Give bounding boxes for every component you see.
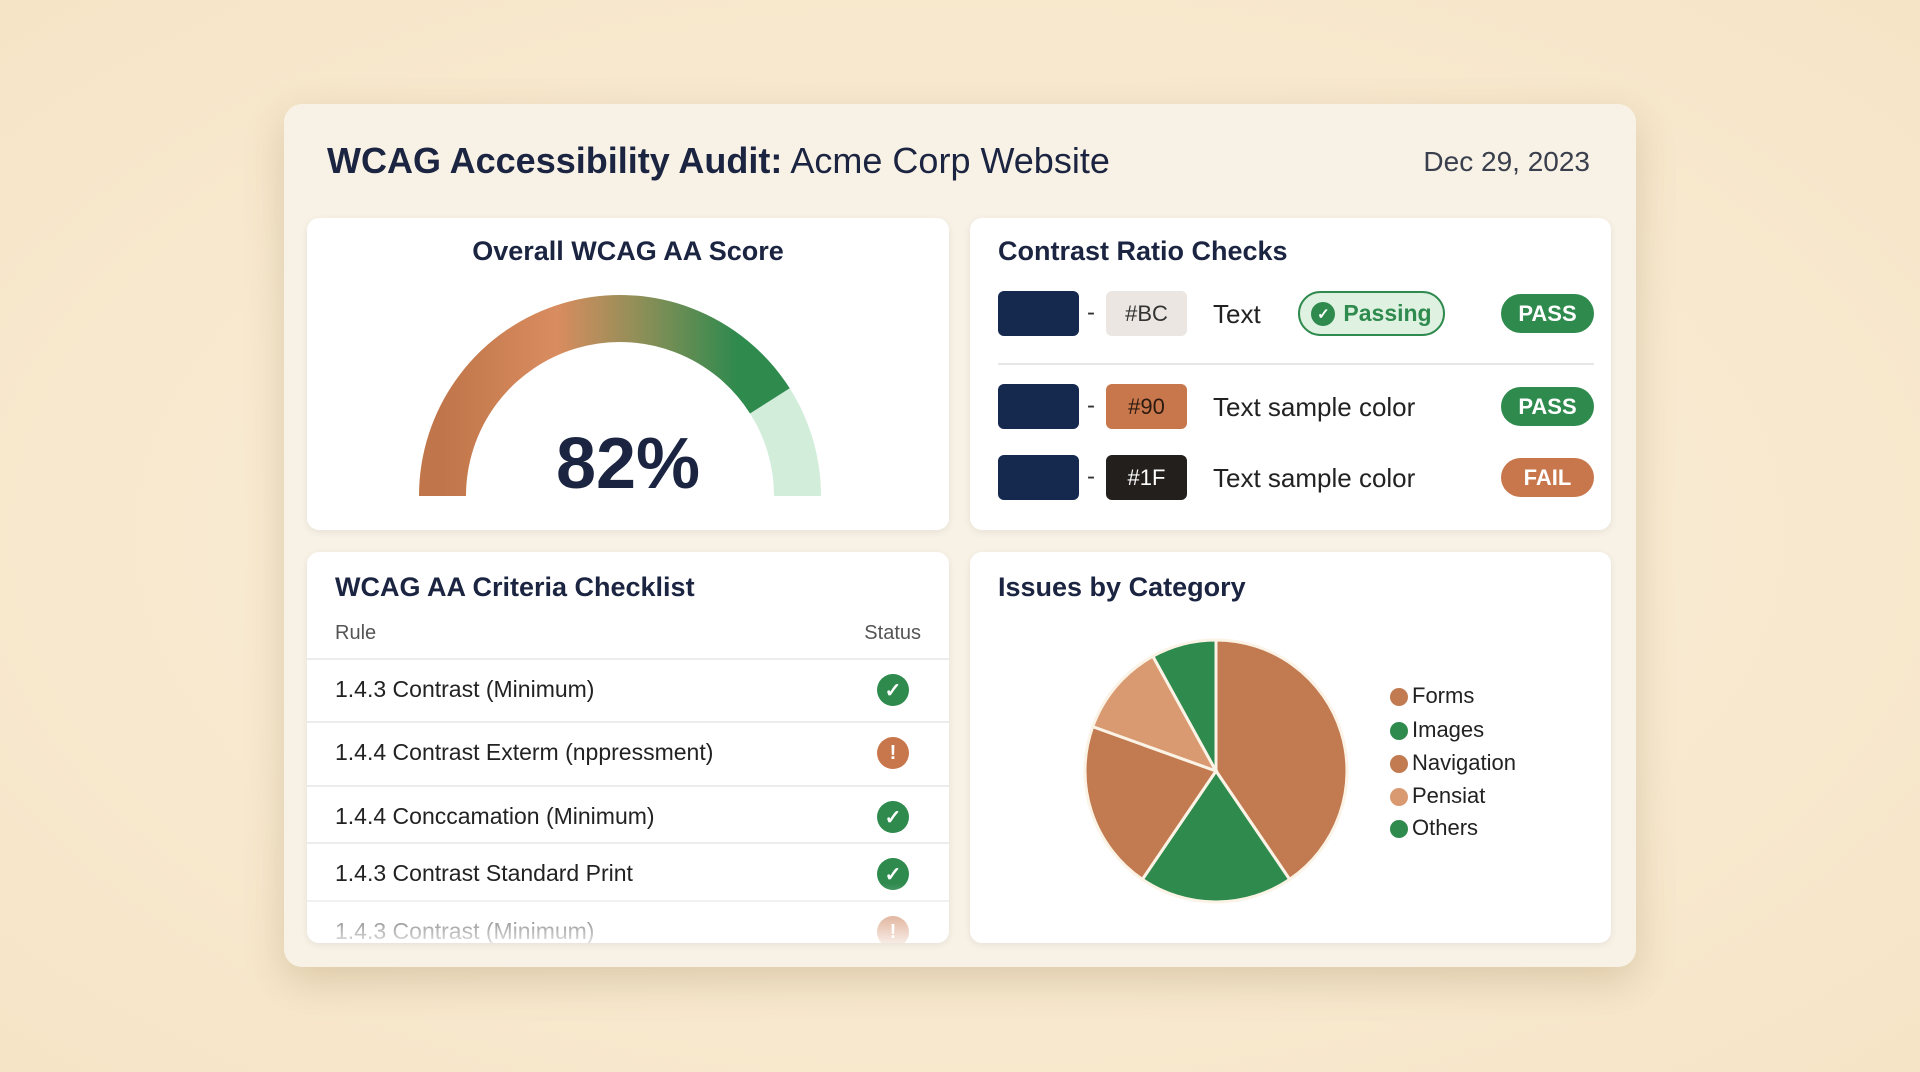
separator: -: [1087, 299, 1095, 326]
sample-text: Text: [1213, 299, 1261, 329]
legend-dot: [1390, 755, 1408, 773]
foreground-swatch: [998, 384, 1079, 429]
divider: [998, 363, 1594, 365]
score-panel: Overall WCAG AA Score 82%: [307, 218, 949, 530]
legend-label: Images: [1412, 717, 1485, 742]
gauge-track: [749, 388, 821, 497]
table-row[interactable]: 1.4.3 Contrast Standard Print ✓: [307, 842, 949, 902]
result-badge: FAIL: [1501, 458, 1594, 497]
foreground-swatch: [998, 455, 1079, 500]
result-badge: PASS: [1501, 387, 1594, 426]
sample-text: Text sample color: [1213, 392, 1416, 422]
contrast-row: - #90 Text sample color PASS: [998, 384, 1594, 429]
audit-date: Dec 29, 2023: [1423, 146, 1590, 177]
rule-name: 1.4.3 Contrast (Minimum): [335, 676, 595, 702]
table-row[interactable]: 1.4.3 Contrast (Minimum) ✓: [307, 658, 949, 718]
separator: -: [1087, 392, 1095, 419]
legend-item: Pensiat: [1390, 783, 1486, 809]
column-header-status: Status: [864, 622, 921, 644]
foreground-swatch: [998, 291, 1079, 336]
passing-pill: ✓ Passing: [1298, 291, 1445, 336]
pie-slice-images: [1140, 768, 1292, 904]
title-bold: WCAG Accessibility Audit:: [327, 140, 783, 181]
warning-icon: !: [877, 737, 909, 769]
legend-label: Pensiat: [1412, 783, 1486, 808]
contrast-row: - #1F Text sample color FAIL: [998, 455, 1594, 500]
legend-item: Images: [1390, 717, 1485, 743]
legend-dot: [1390, 722, 1408, 740]
separator: -: [1087, 463, 1095, 490]
legend-item: Forms: [1390, 683, 1475, 709]
issues-pie-chart: [1083, 638, 1349, 904]
hex-chip: #90: [1106, 384, 1187, 429]
score-value: 82%: [555, 424, 701, 504]
rule-name: 1.4.4 Contrast Exterm (nppressment): [335, 739, 714, 765]
pie-slice-navigation: [1083, 724, 1219, 882]
legend-label: Others: [1412, 815, 1479, 840]
page-title: WCAG Accessibility Audit: Acme Corp Webs…: [327, 140, 1110, 182]
pie-slice-forms: [1214, 638, 1349, 882]
rule-name: 1.4.4 Conccamation (Minimum): [335, 803, 655, 829]
issues-panel: Issues by Category Forms Images Navigation…: [970, 552, 1611, 943]
gauge-fill: [419, 295, 790, 497]
column-header-rule: Rule: [335, 622, 377, 644]
legend-label: Navigation: [1412, 750, 1516, 775]
pie-slice-pensiat: [1090, 654, 1220, 774]
pie-slice-others: [1150, 638, 1218, 772]
hex-chip: #BC: [1106, 291, 1187, 336]
table-row[interactable]: 1.4.4 Contrast Exterm (nppressment)!: [307, 721, 949, 781]
legend-dot: [1390, 820, 1408, 838]
issues-title: Issues by Category: [998, 572, 1246, 602]
rule-name: 1.4.3 Contrast Standard Print: [335, 860, 633, 886]
check-circle-icon: ✓: [1311, 301, 1336, 326]
check-circle-icon: ✓: [877, 801, 909, 833]
contrast-row: - #BC Text ✓ Passing PASS: [998, 291, 1594, 336]
result-badge: PASS: [1501, 294, 1594, 333]
table-row[interactable]: 1.4.4 Conccamation (Minimum) ✓: [307, 785, 949, 845]
contrast-title: Contrast Ratio Checks: [998, 236, 1288, 266]
pill-label: Passing: [1343, 300, 1432, 326]
legend-dot: [1390, 788, 1408, 806]
score-title: Overall WCAG AA Score: [472, 236, 784, 266]
legend-dot: [1390, 688, 1408, 706]
legend-item: Navigation: [1390, 750, 1516, 776]
legend-label: Forms: [1412, 683, 1475, 708]
score-gauge: [419, 295, 821, 497]
check-circle-icon: ✓: [877, 674, 909, 706]
title-site: Acme Corp Website: [782, 140, 1110, 181]
checklist-title: WCAG AA Criteria Checklist: [335, 572, 695, 602]
legend-item: Others: [1390, 815, 1479, 841]
hex-chip: #1F: [1106, 455, 1187, 500]
contrast-panel: Contrast Ratio Checks - #BC Text ✓ Passin…: [970, 218, 1611, 530]
scroll-fade: [307, 883, 949, 943]
checklist-panel: WCAG AA Criteria Checklist Rule Status 1…: [307, 552, 949, 943]
sample-text: Text sample color: [1213, 463, 1416, 493]
